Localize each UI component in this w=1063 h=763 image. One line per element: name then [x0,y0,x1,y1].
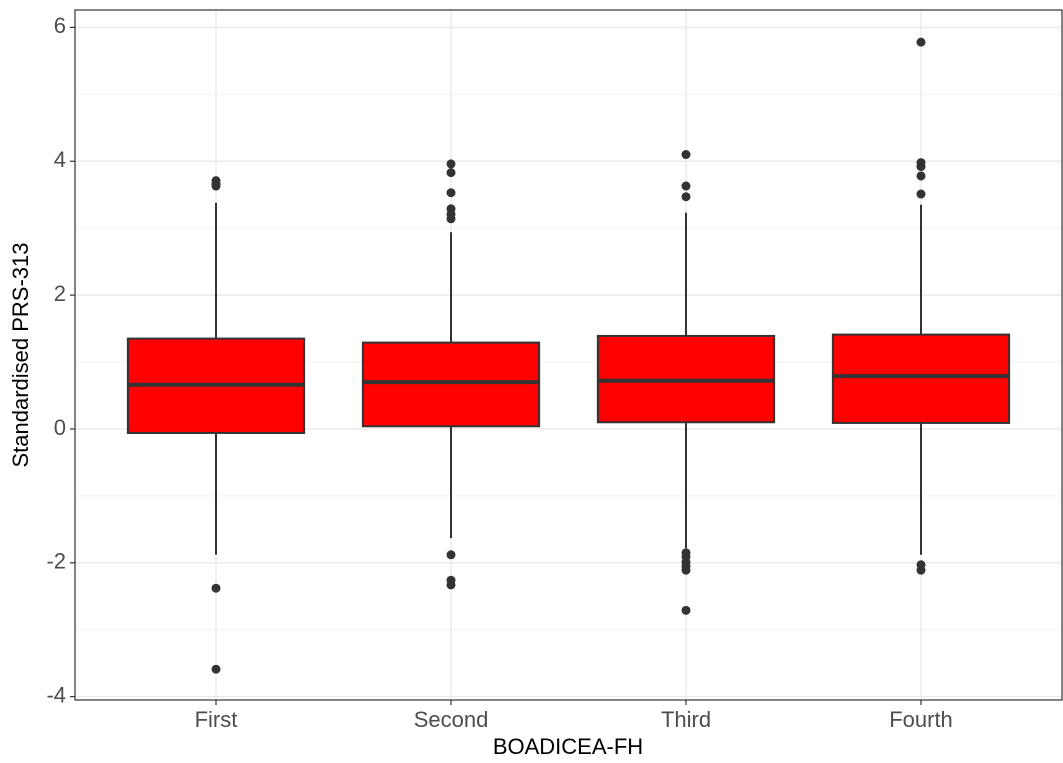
outlier [446,550,456,560]
box [361,341,541,428]
x-axis-title: BOADICEA-FH [493,734,643,759]
outlier [916,162,926,172]
outlier [681,181,691,191]
x-tick-label: Second [414,707,489,732]
outlier [446,214,456,224]
outlier [681,565,691,575]
outlier [916,171,926,181]
outlier [211,181,221,191]
outlier [211,583,221,593]
panel-border [74,9,1063,701]
outlier [446,168,456,178]
outlier [446,159,456,169]
y-tick-label: 0 [54,415,66,440]
outlier [211,664,221,674]
y-tick-label: 6 [54,13,66,38]
outlier [681,192,691,202]
outlier [916,565,926,575]
x-tick-label: Third [661,707,711,732]
y-tick-label: -2 [46,549,66,574]
y-axis-title: Standardised PRS-313 [8,242,33,467]
outlier [681,605,691,615]
outlier [916,189,926,199]
y-tick-label: -4 [46,682,66,707]
box [831,333,1011,424]
y-tick-label: 4 [54,147,66,172]
x-tick-label: First [195,707,238,732]
outlier [446,188,456,198]
outlier [446,580,456,590]
x-tick-label: Fourth [889,707,953,732]
outlier [681,150,691,160]
y-tick-label: 2 [54,281,66,306]
outlier [916,37,926,47]
